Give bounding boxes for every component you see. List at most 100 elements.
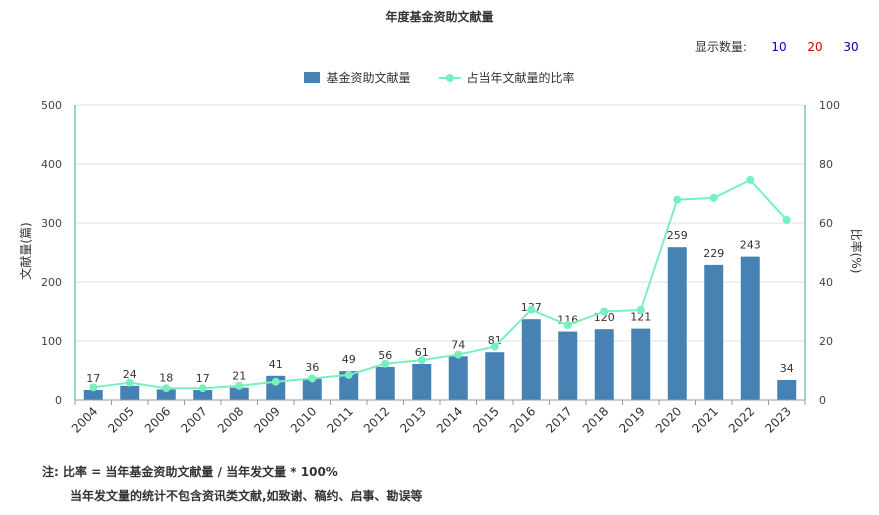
bar-value-label: 41 bbox=[269, 358, 283, 371]
x-tick-label: 2007 bbox=[178, 404, 209, 435]
bar bbox=[558, 331, 578, 400]
bar-value-label: 34 bbox=[780, 362, 794, 375]
ratio-point bbox=[709, 193, 718, 202]
y-right-tick-label: 80 bbox=[819, 158, 833, 171]
y-left-tick-label: 500 bbox=[41, 99, 62, 112]
x-tick-label: 2016 bbox=[507, 404, 538, 435]
bar bbox=[521, 319, 541, 400]
x-tick-label: 2008 bbox=[215, 404, 246, 435]
x-tick-label: 2010 bbox=[288, 404, 319, 435]
y-left-tick-label: 200 bbox=[41, 276, 62, 289]
bar-value-label: 61 bbox=[415, 346, 429, 359]
bar bbox=[412, 364, 432, 400]
x-tick-label: 2014 bbox=[434, 404, 465, 435]
bar-value-label: 21 bbox=[232, 370, 246, 383]
bar-value-label: 243 bbox=[740, 239, 761, 252]
ratio-point bbox=[235, 381, 244, 390]
y-right-tick-label: 20 bbox=[819, 335, 833, 348]
bar bbox=[704, 264, 724, 400]
bar-series bbox=[83, 247, 797, 400]
bar bbox=[375, 366, 395, 400]
bar-value-label: 74 bbox=[451, 338, 465, 351]
legend-bar-swatch bbox=[304, 72, 321, 83]
bar bbox=[229, 387, 249, 400]
bar bbox=[156, 389, 176, 400]
y-left-tick-label: 100 bbox=[41, 335, 62, 348]
ratio-point bbox=[125, 378, 134, 387]
ratio-point bbox=[746, 175, 755, 184]
bar-value-label: 18 bbox=[159, 371, 173, 384]
legend-line-swatch bbox=[438, 72, 461, 83]
ratio-point bbox=[636, 306, 645, 315]
bar bbox=[594, 329, 614, 400]
x-tick-label: 2022 bbox=[726, 404, 757, 435]
ratio-point bbox=[271, 377, 280, 386]
y-right-tick-label: 0 bbox=[819, 394, 826, 407]
chart-area: 1724181721413649566174811371161201212592… bbox=[18, 99, 864, 436]
x-tick-label: 2011 bbox=[324, 404, 355, 435]
y-left-tick-label: 0 bbox=[55, 394, 62, 407]
bar bbox=[302, 378, 322, 400]
ratio-point bbox=[563, 321, 572, 330]
gridlines bbox=[75, 104, 805, 401]
y-axis-right-label: 比率(%) bbox=[849, 229, 864, 274]
chart-legend: 基金资助文献量 占当年文献量的比率 bbox=[0, 69, 879, 86]
ratio-point bbox=[344, 370, 353, 379]
bar bbox=[448, 356, 468, 400]
y-right-tick-label: 40 bbox=[819, 276, 833, 289]
y-right-tick-label: 60 bbox=[819, 217, 833, 230]
y-left-tick-label: 300 bbox=[41, 217, 62, 230]
bar bbox=[740, 256, 760, 400]
bar-value-label: 121 bbox=[630, 311, 651, 324]
legend-item-line[interactable]: 占当年文献量的比率 bbox=[438, 69, 575, 86]
y-right-tick-label: 100 bbox=[819, 99, 840, 112]
line-series bbox=[89, 175, 791, 393]
display-count-option-20[interactable]: 20 bbox=[807, 39, 823, 54]
x-tick-label: 2013 bbox=[397, 404, 428, 435]
ratio-point bbox=[198, 384, 207, 393]
bar-value-label: 17 bbox=[196, 372, 210, 385]
x-tick-label: 2018 bbox=[580, 404, 611, 435]
note-line-1: 注: 比率 = 当年基金资助文献量 / 当年发文量 * 100% bbox=[42, 465, 338, 479]
ratio-point bbox=[381, 359, 390, 368]
chart-notes: 注: 比率 = 当年基金资助文献量 / 当年发文量 * 100% 当年发文量的统… bbox=[42, 460, 423, 508]
display-count-option-30[interactable]: 30 bbox=[843, 39, 859, 54]
x-tick-label: 2021 bbox=[689, 404, 720, 435]
bar bbox=[777, 379, 797, 400]
ratio-point bbox=[417, 356, 426, 365]
ratio-point bbox=[490, 342, 499, 351]
x-tick-label: 2019 bbox=[616, 404, 647, 435]
x-tick-label: 2006 bbox=[142, 404, 173, 435]
chart-title: 年度基金资助文献量 bbox=[385, 10, 494, 24]
ratio-point bbox=[600, 307, 609, 316]
bar bbox=[83, 389, 103, 400]
bar-data-labels: 1724181721413649566174811371161201212592… bbox=[86, 229, 794, 385]
y-axis-left-label: 文献量(篇) bbox=[18, 222, 33, 279]
x-tick-label: 2012 bbox=[361, 404, 392, 435]
y-left-tick-label: 400 bbox=[41, 158, 62, 171]
bar bbox=[667, 247, 687, 400]
bar-value-label: 259 bbox=[667, 229, 688, 242]
ratio-point bbox=[527, 305, 536, 314]
legend-line-label: 占当年文献量的比率 bbox=[466, 71, 575, 85]
x-tick-label: 2004 bbox=[69, 404, 100, 435]
x-tick-label: 2015 bbox=[470, 404, 501, 435]
display-count-option-10[interactable]: 10 bbox=[771, 39, 787, 54]
bar-value-label: 56 bbox=[378, 349, 392, 362]
ratio-point bbox=[454, 350, 463, 359]
bar bbox=[485, 352, 505, 400]
x-tick-label: 2020 bbox=[653, 404, 684, 435]
display-count-label: 显示数量: bbox=[694, 40, 747, 54]
bar-value-label: 24 bbox=[123, 368, 137, 381]
display-count-selector: 显示数量: 10 20 30 bbox=[695, 38, 869, 55]
bar-value-label: 49 bbox=[342, 353, 356, 366]
bar bbox=[631, 328, 651, 400]
x-tick-label: 2005 bbox=[105, 404, 136, 435]
ratio-point bbox=[673, 195, 682, 204]
note-line-2: 当年发文量的统计不包含资讯类文献,如致谢、稿约、启事、勘误等 bbox=[70, 489, 423, 503]
ratio-point bbox=[782, 216, 791, 225]
x-tick-label: 2009 bbox=[251, 404, 282, 435]
legend-item-bar[interactable]: 基金资助文献量 bbox=[304, 69, 411, 86]
bar-value-label: 17 bbox=[86, 372, 100, 385]
bar bbox=[339, 371, 359, 400]
